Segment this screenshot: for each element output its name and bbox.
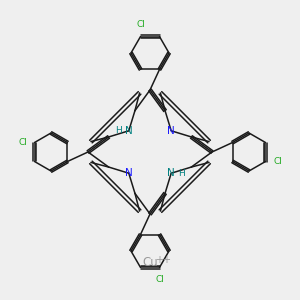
Text: Cl: Cl	[155, 275, 164, 284]
Text: H: H	[178, 169, 184, 178]
Text: Cl: Cl	[18, 138, 27, 147]
Text: Cl: Cl	[136, 20, 145, 29]
Text: Cl: Cl	[273, 157, 282, 166]
Text: N: N	[167, 126, 175, 136]
Text: H: H	[116, 126, 122, 135]
Text: Cu: Cu	[142, 256, 158, 268]
Text: N: N	[167, 168, 175, 178]
Text: N: N	[125, 168, 133, 178]
Text: N: N	[125, 126, 133, 136]
Text: ++: ++	[155, 255, 171, 265]
